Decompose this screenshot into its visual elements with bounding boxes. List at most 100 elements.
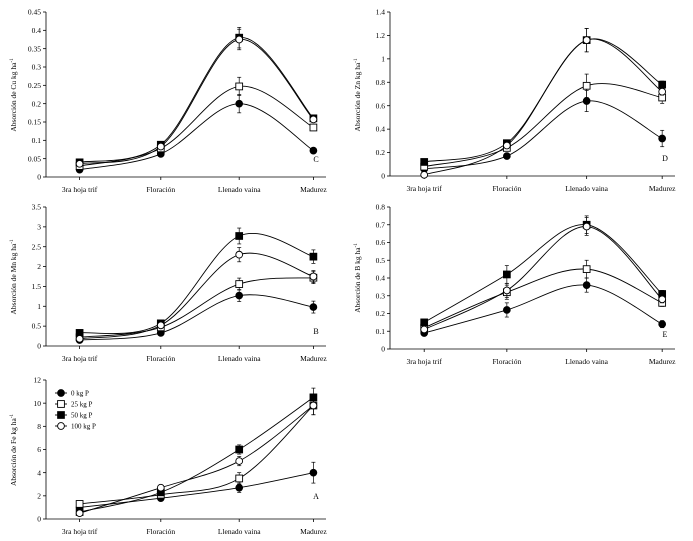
data-point (503, 286, 511, 295)
data-point (420, 318, 429, 327)
x-tick-label: 3ra hoja trif (62, 185, 98, 194)
panel-letter: E (663, 330, 668, 339)
x-tick-label: 3ra hoja trif (406, 184, 442, 193)
series-50-kg-p (75, 227, 318, 337)
y-tick-label: 1.4 (376, 8, 386, 17)
data-point (235, 280, 244, 288)
legend-marker (57, 400, 65, 408)
y-tick-label: 8 (37, 422, 41, 431)
y-tick-label: 3 (37, 222, 41, 231)
data-point (309, 272, 318, 281)
series-0-kg-p (75, 94, 318, 174)
data-point (582, 81, 591, 90)
series-50-kg-p (75, 387, 318, 516)
data-point (309, 303, 318, 311)
y-tick-label: 0.05 (28, 154, 41, 163)
series-line (424, 100, 663, 170)
x-tick-label: Floración (146, 354, 175, 363)
y-tick-label: 0.25 (28, 81, 41, 90)
x-tick-label: Madurez (300, 354, 327, 363)
data-point (156, 321, 165, 330)
series-line (79, 294, 314, 341)
y-tick-label: 0.1 (32, 136, 42, 145)
x-tick-label: Floración (492, 357, 521, 366)
data-point (658, 87, 667, 96)
series-0-kg-p (420, 90, 667, 173)
data-point (420, 170, 429, 179)
data-point (156, 142, 165, 151)
data-point (235, 474, 244, 483)
data-point (503, 306, 511, 314)
series-line (424, 268, 663, 329)
data-point (582, 265, 591, 273)
panel-a: 0 2 4 6 8 10 12 3ra hoja trif Floración Llenado v… (9, 376, 327, 536)
data-point (235, 232, 244, 240)
y-tick-label: 0.3 (376, 291, 386, 300)
data-point (235, 483, 244, 492)
y-tick-label: 10 (34, 399, 42, 408)
series-100-kg-p (75, 247, 318, 343)
x-tick-label: Llenado vaina (218, 354, 261, 363)
series-25-kg-p (75, 395, 318, 508)
y-tick-label: 0.6 (376, 101, 386, 110)
series-line (79, 397, 314, 513)
y-tick-label: 0.15 (28, 118, 41, 127)
series-50-kg-p (75, 27, 318, 167)
series-line (79, 103, 314, 171)
y-tick-label: 1 (37, 302, 41, 311)
series-line (424, 38, 663, 176)
y-tick-label: 0.8 (376, 203, 386, 212)
x-tick-label: Madurez (300, 527, 327, 536)
series-line (79, 233, 314, 335)
legend: 0 kg P 25 kg P 50 kg P 100 kg P (55, 389, 96, 431)
series-100-kg-p (75, 28, 318, 168)
data-point (503, 141, 511, 150)
legend-marker (57, 411, 65, 419)
y-tick-label: 0.8 (376, 78, 386, 87)
series-line (79, 85, 314, 167)
y-tick-label: 0.2 (376, 309, 386, 318)
data-point (658, 295, 667, 304)
y-tick-label: 4 (37, 468, 41, 477)
y-tick-label: 0.35 (28, 44, 41, 53)
y-tick-label: 0.6 (376, 238, 386, 247)
panel-letter: A (313, 492, 319, 501)
data-point (582, 281, 591, 289)
legend-marker (57, 422, 65, 430)
data-point (503, 152, 511, 160)
x-tick-label: Llenado vaina (218, 527, 261, 536)
y-axis-label: Absorción de Zn kg ha-1 (353, 58, 362, 131)
y-tick-label: 0.45 (28, 8, 41, 17)
data-point (658, 80, 667, 89)
series-100-kg-p (420, 28, 667, 179)
y-tick-label: 2 (37, 262, 41, 271)
data-point (235, 82, 244, 91)
x-tick-label: 3ra hoja trif (62, 527, 98, 536)
data-point (420, 158, 429, 166)
legend-label: 100 kg P (71, 423, 96, 431)
data-point (235, 445, 244, 454)
series-0-kg-p (420, 277, 667, 337)
y-axis-label: Absorción de Fe kg ha-1 (9, 413, 18, 486)
series-line (79, 39, 314, 165)
x-tick-label: Floración (492, 184, 521, 193)
y-axis-label: Absorción de Mn kg ha-1 (9, 239, 18, 314)
series-line (79, 252, 314, 340)
data-point (309, 123, 318, 132)
data-point (503, 270, 511, 279)
y-tick-label: 1.2 (376, 31, 386, 40)
data-point (235, 35, 244, 44)
y-tick-label: 1 (381, 54, 385, 63)
y-tick-label: 0.4 (32, 26, 42, 35)
data-point (156, 483, 165, 492)
data-point (309, 146, 318, 155)
series-line (79, 277, 314, 338)
panel-letter: B (313, 327, 318, 336)
data-point (235, 291, 244, 300)
series-line (423, 224, 663, 323)
data-point (309, 401, 318, 410)
y-tick-label: 0.3 (32, 63, 42, 72)
y-tick-label: 0.1 (376, 327, 386, 336)
panel-letter: C (313, 155, 318, 164)
legend-marker (57, 389, 65, 397)
